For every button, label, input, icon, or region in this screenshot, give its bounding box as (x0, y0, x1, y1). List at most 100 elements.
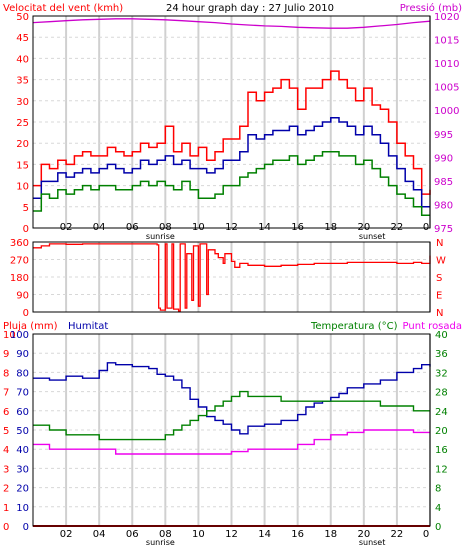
compass-tick-label: W (436, 256, 446, 267)
rain-tick-label: 9 (3, 349, 9, 360)
right-tick-label: 40 (435, 330, 448, 341)
wind-series (32, 18, 431, 217)
right-tick-label: 24 (435, 407, 448, 418)
left-tick-label: 0 (23, 308, 29, 319)
x-tick-label: 18 (324, 222, 337, 233)
rain-tick-label: 10 (3, 330, 16, 341)
pressure-axis-ticks: 975 980 985 990 995 1000 1005 1010 1015 1020 (434, 12, 459, 235)
x-tick-label: 14 (258, 222, 271, 233)
sunset-label: sunset (359, 538, 386, 547)
right-tick-label: 1020 (434, 12, 459, 23)
left-tick-label: 0 (23, 224, 29, 235)
left-tick-label: 180 (10, 273, 29, 284)
right-tick-label: 16 (435, 445, 448, 456)
x-tick-label: 12 (225, 222, 238, 233)
left-tick-label: 25 (16, 118, 29, 129)
x-tick-label: 0 (423, 529, 429, 540)
rain-tick-label: 1 (3, 503, 9, 514)
left-tick-label: 20 (16, 139, 29, 150)
humidity-tick-label: 90 (16, 349, 29, 360)
x-tick-label: 04 (93, 222, 106, 233)
humidity-tick-label: 50 (16, 426, 29, 437)
x-tick-label: 02 (60, 529, 73, 540)
x-tick-label: 0 (423, 222, 429, 233)
left-tick-label: 45 (16, 33, 29, 44)
series-line-dew_point (33, 429, 430, 455)
rain-axis-ticks: 0 1 2 3 4 5 6 7 8 9 10 (3, 330, 16, 533)
humidity-tick-label: 20 (16, 484, 29, 495)
humidity-axis-ticks: 0 10 20 30 40 50 60 70 80 90 100 (10, 330, 29, 533)
x-tick-label: 16 (291, 529, 304, 540)
direction-degree-ticks: 0 90 180 270 360 (10, 238, 29, 319)
left-tick-label: 35 (16, 76, 29, 87)
right-tick-label: 0 (435, 522, 441, 533)
x-tick-label: 22 (391, 529, 404, 540)
x-tick-label: 04 (93, 529, 106, 540)
rain-axis-label: Pluja (mm) (3, 321, 58, 332)
series-line-humidity (33, 362, 431, 435)
humidity-axis-label: Humitat (68, 321, 108, 332)
wind-axis-ticks: 0 5 10 15 20 25 30 35 40 45 50 (16, 12, 29, 235)
humidity-tick-label: 70 (16, 388, 29, 399)
right-tick-label: 4 (435, 503, 441, 514)
direction-series (33, 243, 431, 312)
x-tick-label: 02 (60, 222, 73, 233)
humidity-tick-label: 10 (16, 503, 29, 514)
left-tick-label: 360 (10, 238, 29, 249)
rain-tick-label: 8 (3, 368, 9, 379)
direction-plot-frame (32, 241, 431, 313)
series-line-direction (33, 243, 431, 312)
left-tick-label: 5 (23, 203, 29, 214)
humidity-tick-label: 0 (23, 522, 29, 533)
x-tick-label: 08 (159, 529, 172, 540)
humidity-tick-label: 30 (16, 464, 29, 475)
right-tick-label: 28 (435, 388, 448, 399)
left-tick-label: 30 (16, 97, 29, 108)
x-tick-label: 20 (357, 529, 370, 540)
temperature-hour-ticks: 02 04 06 08 10 12 14 16 18 20 22 0 (60, 529, 429, 540)
x-tick-label: 06 (126, 222, 139, 233)
chart-title: 24 hour graph day : 27 Julio 2010 (166, 3, 334, 14)
humidity-tick-label: 40 (16, 445, 29, 456)
rain-tick-label: 4 (3, 445, 9, 456)
right-tick-label: 1010 (434, 59, 459, 70)
right-tick-label: 12 (435, 464, 448, 475)
rain-tick-label: 7 (3, 388, 9, 399)
compass-tick-label: E (436, 291, 442, 302)
pressure-axis-label: Pressió (mb) (400, 2, 462, 14)
x-tick-label: 18 (324, 529, 337, 540)
rain-tick-label: 6 (3, 407, 9, 418)
left-tick-label: 10 (16, 182, 29, 193)
humidity-tick-label: 60 (16, 407, 29, 418)
series-line-pressure (32, 18, 431, 29)
sunrise-label: sunrise (146, 232, 175, 241)
x-tick-label: 16 (291, 222, 304, 233)
rain-tick-label: 5 (3, 426, 9, 437)
series-line-gust (33, 70, 431, 195)
rain-tick-label: 2 (3, 484, 9, 495)
humidity-tick-label: 100 (10, 330, 29, 341)
x-tick-label: 14 (258, 529, 271, 540)
x-tick-label: 10 (192, 529, 205, 540)
wind-hour-ticks: 02 04 06 08 10 12 14 16 18 20 22 0 (60, 222, 429, 233)
right-tick-label: 980 (434, 200, 453, 211)
right-tick-label: 1015 (434, 36, 459, 47)
right-tick-label: 32 (435, 368, 448, 379)
x-tick-label: 12 (225, 529, 238, 540)
wind-plot-frame (32, 15, 431, 229)
x-tick-label: 22 (391, 222, 404, 233)
dew-point-axis-label: Punt rosada (403, 321, 462, 332)
right-tick-label: 1005 (434, 83, 459, 94)
series-line-average (33, 117, 430, 208)
rain-tick-label: 3 (3, 464, 9, 475)
temperature-axis-ticks: 0 4 8 12 16 20 24 28 32 36 40 (435, 330, 448, 533)
sunrise-label: sunrise (146, 538, 175, 547)
humidity-tick-label: 80 (16, 368, 29, 379)
compass-tick-label: N (436, 308, 443, 319)
temperature-plot-frame (32, 333, 431, 527)
